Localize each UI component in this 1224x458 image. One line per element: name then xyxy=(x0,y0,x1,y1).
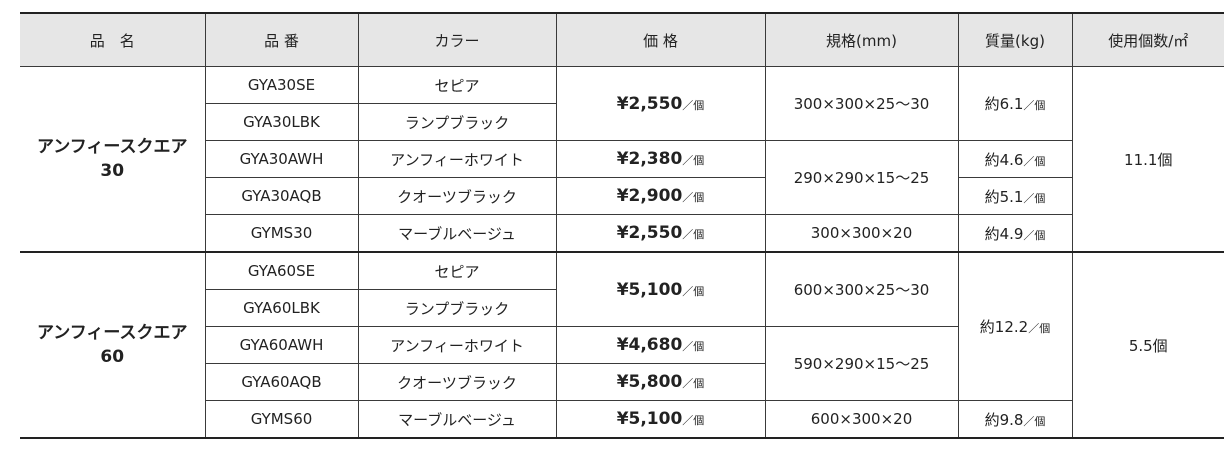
table-row: アンフィースクエア 30 GYA30SE セピア ¥2,550／個 300×300×25〜… xyxy=(20,66,1224,253)
header-product-name: 品 名 xyxy=(20,12,206,67)
color-cell: アンフィーホワイト xyxy=(357,140,557,178)
header-weight: 質量(kg) xyxy=(957,12,1073,67)
size-cell: 300×300×20 xyxy=(764,214,959,253)
product-code-cell: GYA30LBK xyxy=(205,103,359,141)
per-unit-label: ／個 xyxy=(1023,228,1046,242)
per-unit-label: ／個 xyxy=(682,154,705,167)
header-size: 規格(mm) xyxy=(764,12,959,67)
product-name-line: 30 xyxy=(100,161,125,181)
per-unit-label: ／個 xyxy=(1023,99,1046,112)
per-unit-label: ／個 xyxy=(1023,414,1046,428)
table-row: GYA30LBK ランプブラック xyxy=(20,103,1224,141)
weight-cell: 約4.6／個 xyxy=(957,140,1072,178)
color-cell: マーブルベージュ xyxy=(357,214,557,253)
per-unit-label: ／個 xyxy=(682,284,705,298)
weight-value: 約12.2 xyxy=(979,318,1029,336)
header-usage: 使用個数/㎡ xyxy=(1071,12,1224,67)
per-unit-label: ／個 xyxy=(682,228,705,241)
product-code-cell: GYA30AWH xyxy=(205,140,359,178)
usage-per-sqm-cell: 5.5個 xyxy=(1071,251,1224,439)
color-cell: マーブルベージュ xyxy=(357,400,557,439)
product-code-cell: GYA60AWH xyxy=(205,326,359,364)
per-unit-label: ／個 xyxy=(682,414,705,427)
weight-value: 約6.1 xyxy=(984,95,1024,113)
product-code-cell: GYMS30 xyxy=(205,214,359,253)
weight-value: 約4.6 xyxy=(984,150,1024,169)
price-value: ¥5,800 xyxy=(616,372,683,392)
header-product-code: 品 番 xyxy=(204,12,359,67)
per-unit-label: ／個 xyxy=(1023,154,1046,168)
price-value: ¥2,550 xyxy=(616,93,683,114)
size-cell: 600×300×25〜30 xyxy=(764,251,959,327)
per-unit-label: ／個 xyxy=(1028,322,1051,335)
product-code-cell: GYA60LBK xyxy=(205,289,359,327)
product-name-line: アンフィースクエア xyxy=(36,323,188,343)
color-cell: クオーツブラック xyxy=(357,177,557,215)
product-name-line: 60 xyxy=(100,347,125,367)
price-cell: ¥2,550／個 xyxy=(555,66,766,141)
price-value: ¥2,550 xyxy=(616,223,683,243)
header-color: カラー xyxy=(357,12,557,67)
price-value: ¥5,100 xyxy=(616,409,683,429)
weight-cell: 約9.8／個 xyxy=(957,400,1072,439)
price-value: ¥2,900 xyxy=(616,186,683,206)
table-row: アンフィースクエア 60 GYA60SE セピア ¥5,100／個 600×300×25〜… xyxy=(20,251,1224,439)
price-value: ¥5,100 xyxy=(616,279,683,300)
product-name-cell: アンフィースクエア 60 xyxy=(20,251,206,439)
product-code-cell: GYA60SE xyxy=(204,251,359,290)
product-code-cell: GYMS60 xyxy=(205,400,359,439)
price-cell: ¥5,100／個 xyxy=(555,251,766,327)
table-row: GYA60AWH アンフィーホワイト ¥4,680／個 590×290×15〜25 xyxy=(20,326,1224,401)
product-code-cell: GYA30AQB xyxy=(205,177,359,215)
table-row: GYA60AQB クオーツブラック ¥5,800／個 xyxy=(20,363,1224,401)
weight-cell: 約4.9／個 xyxy=(957,214,1072,253)
weight-value: 約9.8 xyxy=(984,410,1024,429)
price-cell: ¥2,900／個 xyxy=(555,177,766,215)
table-row: GYMS60 マーブルベージュ ¥5,100／個 600×300×20 約9.8／個 xyxy=(20,400,1224,439)
product-spec-table: 品 名品 番カラー価 格規格(mm) 質量(kg) 使用個数/㎡ アンフィースクエア… xyxy=(20,12,1224,439)
per-unit-label: ／個 xyxy=(682,340,705,353)
color-cell: ランプブラック xyxy=(357,289,556,327)
table-row: GYMS30 マーブルベージュ ¥2,550／個 300×300×20 約4.9／個 xyxy=(20,214,1224,253)
product-code-cell: GYA30SE xyxy=(204,66,359,104)
weight-value: 約4.9 xyxy=(984,224,1024,243)
table-row: GYA30AQB クオーツブラック ¥2,900／個 約5.1／個 xyxy=(20,177,1224,215)
color-cell: アンフィーホワイト xyxy=(357,326,557,364)
product-name-cell: アンフィースクエア 30 xyxy=(20,66,206,253)
product-name-line: アンフィースクエア xyxy=(36,137,188,157)
weight-cell: 約6.1／個 xyxy=(957,66,1073,141)
color-cell: セピア xyxy=(357,251,557,290)
size-cell: 590×290×15〜25 xyxy=(764,326,958,401)
price-cell: ¥2,380／個 xyxy=(555,140,766,178)
table-row: GYA30AWH アンフィーホワイト ¥2,380／個 290×290×15〜25 約4… xyxy=(20,140,1224,215)
per-unit-label: ／個 xyxy=(682,191,705,204)
color-cell: セピア xyxy=(357,66,557,104)
usage-per-sqm-cell: 11.1個 xyxy=(1071,66,1224,253)
header-price: 価 格 xyxy=(555,12,766,67)
price-value: ¥4,680 xyxy=(616,335,683,355)
weight-cell: 約12.2／個 xyxy=(957,251,1073,401)
price-cell: ¥4,680／個 xyxy=(555,326,766,364)
size-cell: 600×300×20 xyxy=(764,400,959,439)
price-cell: ¥5,800／個 xyxy=(555,363,765,401)
per-unit-label: ／個 xyxy=(682,377,705,390)
price-cell: ¥2,550／個 xyxy=(555,214,766,253)
per-unit-label: ／個 xyxy=(1023,191,1046,205)
price-value: ¥2,380 xyxy=(616,149,683,169)
product-code-cell: GYA60AQB xyxy=(205,363,359,401)
per-unit-label: ／個 xyxy=(682,98,705,112)
color-cell: クオーツブラック xyxy=(357,363,557,401)
size-cell: 290×290×15〜25 xyxy=(764,140,959,215)
price-cell: ¥5,100／個 xyxy=(555,400,766,439)
weight-value: 約5.1 xyxy=(984,187,1024,206)
color-cell: ランプブラック xyxy=(357,103,556,141)
weight-cell: 約5.1／個 xyxy=(957,177,1072,215)
size-cell: 300×300×25〜30 xyxy=(764,66,959,141)
header-row: 品 名品 番カラー価 格規格(mm) 質量(kg) 使用個数/㎡ xyxy=(20,12,1224,67)
